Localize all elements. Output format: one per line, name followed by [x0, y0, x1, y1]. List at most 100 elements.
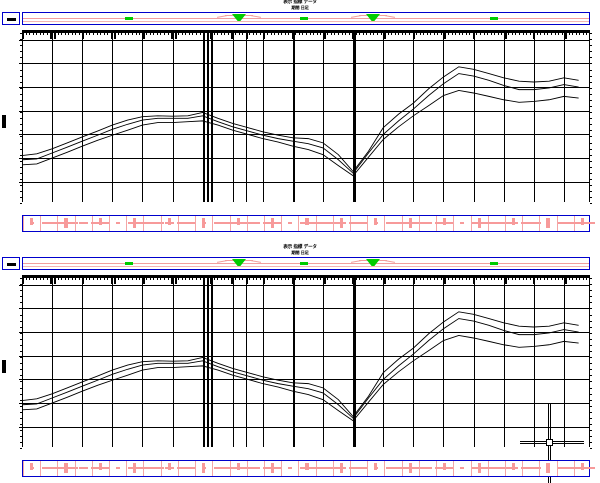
left-axis-minor-tick — [20, 351, 22, 352]
top-axis-minor-tick — [523, 33, 524, 35]
signal-marker-small-icon — [300, 17, 308, 20]
candle-body — [270, 463, 275, 473]
top-axis-minor-tick — [153, 278, 154, 280]
volume-divider — [539, 216, 540, 231]
top-axis-minor-tick — [256, 33, 257, 35]
top-axis-minor-tick — [320, 33, 321, 35]
top-axis-minor-tick — [224, 278, 225, 280]
top-axis-minor-tick — [455, 278, 456, 280]
top-axis-major-tick — [175, 278, 177, 284]
top-axis-minor-tick — [391, 33, 392, 35]
panel-title-line1: 表示 指標 データ — [283, 245, 317, 250]
candle-body — [98, 218, 103, 225]
top-axis-minor-tick — [89, 278, 90, 280]
horizontal-gridline — [22, 39, 590, 41]
indicator-legend-box[interactable] — [2, 12, 20, 25]
left-axis-price-marker — [2, 360, 6, 373]
top-axis-minor-tick — [100, 278, 101, 280]
vertical-gridline-emphasis — [292, 278, 296, 447]
main-chart-upper[interactable] — [2, 30, 592, 205]
left-axis-price-marker — [2, 115, 6, 128]
main-chart-lower[interactable] — [2, 275, 592, 483]
left-axis-minor-tick — [20, 118, 22, 120]
top-axis-minor-tick — [235, 278, 236, 280]
top-axis-minor-tick — [125, 33, 126, 35]
volume-divider — [419, 216, 420, 231]
top-axis-major-tick — [171, 33, 173, 39]
top-axis-minor-tick — [189, 278, 190, 280]
top-axis-minor-tick — [441, 278, 442, 280]
top-axis-minor-tick — [388, 33, 389, 35]
top-axis-minor-tick — [484, 33, 485, 35]
top-axis-minor-tick — [441, 33, 442, 35]
top-axis-minor-tick — [253, 33, 254, 35]
vertical-gridline — [112, 33, 114, 202]
top-axis-minor-tick — [164, 33, 165, 35]
volume-divider — [161, 461, 162, 476]
left-axis-minor-tick — [20, 142, 22, 144]
candle-body — [477, 218, 481, 228]
top-axis-minor-tick — [150, 278, 151, 280]
top-axis-major-tick — [533, 33, 535, 39]
chart-panel-lower[interactable]: 表示 指標 データ 期間 日足 — [0, 245, 600, 483]
vertical-gridline — [383, 33, 385, 202]
indicator-band-upper[interactable] — [22, 12, 590, 25]
top-axis-major-tick — [263, 33, 265, 39]
signal-marker-small-icon — [490, 262, 498, 265]
top-axis-minor-tick — [381, 33, 382, 35]
top-axis-minor-tick — [221, 278, 222, 280]
horizontal-gridline — [22, 332, 590, 334]
top-axis-minor-tick — [455, 33, 456, 35]
top-axis-minor-tick — [331, 33, 332, 35]
candle-body — [167, 218, 171, 225]
top-axis-minor-tick — [388, 278, 389, 280]
chart-panel-upper[interactable]: 表示 指標 データ 期間 日足 — [0, 0, 600, 232]
top-axis-minor-tick — [430, 33, 431, 35]
volume-band-upper[interactable] — [22, 215, 595, 232]
volume-divider — [333, 216, 334, 231]
left-axis-minor-tick — [20, 69, 22, 71]
top-axis-major-tick — [444, 33, 446, 39]
volume-divider — [281, 216, 282, 231]
vertical-gridline — [383, 278, 385, 447]
top-axis-minor-tick — [89, 33, 90, 35]
top-axis-minor-tick — [416, 278, 417, 280]
volume-band-lower[interactable] — [22, 460, 595, 477]
top-axis-minor-tick — [47, 278, 48, 280]
right-axis-minor-tick — [590, 172, 592, 174]
vertical-gridline-emphasis — [353, 278, 357, 447]
vertical-gridline — [503, 33, 505, 202]
top-axis-minor-tick — [299, 33, 300, 35]
top-axis-minor-tick — [146, 33, 147, 35]
top-axis-minor-tick — [196, 278, 197, 280]
top-axis-minor-tick — [437, 33, 438, 35]
candle-tick — [422, 467, 433, 469]
vertical-gridline — [52, 278, 54, 447]
indicator-band-lower[interactable] — [22, 257, 590, 270]
vertical-gridline — [246, 33, 248, 202]
signal-marker-large-icon — [366, 14, 380, 21]
plot-area[interactable] — [19, 278, 592, 483]
horizontal-gridline — [22, 158, 590, 160]
panel-title: 表示 指標 データ 期間 日足 — [0, 0, 600, 11]
indicator-legend-box[interactable] — [2, 257, 20, 270]
top-axis-minor-tick — [139, 278, 140, 280]
left-axis-minor-tick — [20, 39, 22, 41]
top-axis-minor-tick — [249, 278, 250, 280]
top-axis-minor-tick — [551, 278, 552, 280]
top-axis-minor-tick — [267, 33, 268, 35]
top-axis-minor-tick — [267, 278, 268, 280]
top-axis-minor-tick — [448, 278, 449, 280]
signal-marker-small-icon — [300, 262, 308, 265]
left-axis-tick — [19, 379, 22, 381]
candle-tick — [520, 222, 541, 224]
top-axis-minor-tick — [572, 33, 573, 35]
top-axis-major-tick — [384, 33, 386, 39]
top-axis-minor-tick — [242, 33, 243, 35]
plot-area[interactable] — [19, 33, 592, 205]
top-axis-minor-tick — [278, 278, 279, 280]
left-axis-minor-tick — [20, 57, 22, 59]
left-axis-minor-tick — [20, 369, 22, 371]
crosshair-center-handle[interactable] — [546, 439, 553, 446]
top-axis-minor-tick — [338, 33, 339, 35]
